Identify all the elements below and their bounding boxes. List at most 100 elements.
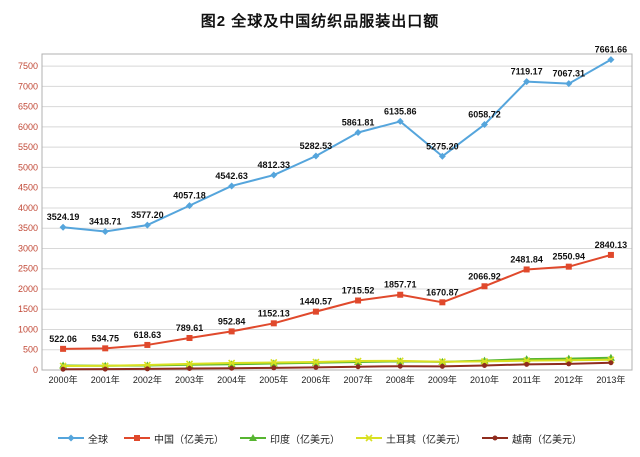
legend-label-global: 全球 xyxy=(88,434,108,446)
series-vietnam-line xyxy=(63,361,611,371)
legend-label-vietnam: 越南（亿美元） xyxy=(512,434,582,446)
y-axis-tick-label: 3500 xyxy=(18,223,38,233)
series-marker xyxy=(565,263,572,270)
series-marker xyxy=(523,266,530,273)
y-axis-tick-label: 6000 xyxy=(18,122,38,132)
series-marker xyxy=(228,359,236,367)
series-marker xyxy=(271,365,277,371)
series-marker xyxy=(566,361,572,367)
series-global-data-label: 7119.17 xyxy=(511,67,543,77)
legend-item-global: 全球 xyxy=(58,431,108,446)
series-marker xyxy=(249,434,257,441)
series-marker xyxy=(312,152,320,160)
series-marker xyxy=(354,357,362,365)
series-marker xyxy=(270,358,278,367)
series-global-line xyxy=(62,58,612,233)
series-marker xyxy=(186,335,193,342)
x-axis-tick-label: 2004年 xyxy=(217,374,246,385)
series-china-data-label: 2481.84 xyxy=(510,254,543,264)
series-global-data-label: 3524.19 xyxy=(47,212,80,222)
series-global-data-label: 7661.66 xyxy=(595,45,628,55)
series-global-data-label: 4812.33 xyxy=(258,160,291,170)
series-turkey-line xyxy=(63,358,611,367)
x-axis-tick-label: 2000年 xyxy=(49,374,78,385)
series-global-data-label: 3418.71 xyxy=(89,216,122,226)
series-marker xyxy=(565,80,573,88)
y-axis-tick-label: 7500 xyxy=(18,61,38,71)
series-marker xyxy=(607,56,615,64)
series-marker xyxy=(480,357,489,365)
legend-item-vietnam: 越南（亿美元） xyxy=(482,431,582,446)
plot-border xyxy=(41,53,633,371)
x-axis-tick-label: 2012年 xyxy=(554,374,583,385)
y-axis-tick-label: 3000 xyxy=(18,243,38,253)
series-marker xyxy=(144,341,151,348)
series-marker xyxy=(355,297,362,304)
series-marker xyxy=(143,361,151,369)
series-global-data-label: 4057.18 xyxy=(173,191,206,201)
series-global-data-label: 5861.81 xyxy=(342,118,375,128)
series-marker xyxy=(134,435,140,441)
y-axis-tick-label: 500 xyxy=(23,345,38,355)
x-axis-tick-label: 2003年 xyxy=(175,374,204,385)
y-axis-tick-label: 4500 xyxy=(18,183,38,193)
series-marker xyxy=(439,299,446,306)
x-axis-tick-label: 2001年 xyxy=(91,374,120,385)
series-marker xyxy=(396,357,404,365)
series-marker xyxy=(355,364,361,370)
legend-item-india: 印度（亿美元） xyxy=(240,431,340,446)
legend-label-china: 中国（亿美元） xyxy=(154,434,224,446)
series-marker xyxy=(102,366,108,372)
series-marker xyxy=(101,227,109,235)
series-china-data-label: 952.84 xyxy=(218,316,246,326)
series-marker xyxy=(492,435,498,441)
series-marker xyxy=(438,358,446,366)
series-marker xyxy=(565,356,573,364)
series-marker xyxy=(354,129,362,137)
y-axis-tick-label: 6500 xyxy=(18,102,38,112)
series-china-data-label: 2840.13 xyxy=(595,240,628,250)
series-marker xyxy=(60,366,66,372)
series-china-data-label: 1440.57 xyxy=(300,297,333,307)
series-china-data-label: 1670.87 xyxy=(426,287,459,297)
series-global-data-label: 3577.20 xyxy=(131,210,164,220)
series-marker xyxy=(365,434,373,442)
series-marker xyxy=(312,308,319,315)
chart-legend: 全球 中国（亿美元） 印度（亿美元） 土耳其（亿美元） 越南（亿美元） xyxy=(0,419,640,457)
y-axis-tick-label: 7000 xyxy=(18,81,38,91)
line-chart-plot: 0 500 1000 1500 2000 2500 3000 3500 4000 4500 5000… xyxy=(18,45,633,385)
legend-marker-global-icon xyxy=(58,434,84,442)
legend-marker-vietnam-icon xyxy=(482,435,508,441)
series-marker xyxy=(229,365,235,371)
series-marker xyxy=(270,320,277,327)
series-marker xyxy=(397,363,403,369)
legend-item-turkey: 土耳其（亿美元） xyxy=(356,431,466,446)
series-marker xyxy=(67,434,75,442)
x-axis-tick-label: 2002年 xyxy=(133,374,162,385)
series-marker xyxy=(438,152,446,160)
series-china-data-label: 1152.13 xyxy=(258,308,290,318)
series-marker xyxy=(523,78,531,86)
series-marker xyxy=(607,251,614,258)
series-marker xyxy=(144,366,150,372)
y-axis-tick-label: 1500 xyxy=(18,304,38,314)
series-marker xyxy=(524,361,530,367)
series-china-data-label: 1715.52 xyxy=(342,285,375,295)
x-axis-tick-label: 2006年 xyxy=(301,374,330,385)
series-marker xyxy=(102,345,109,352)
legend-marker-turkey-icon xyxy=(356,434,382,442)
series-marker xyxy=(482,362,487,368)
legend-marker-china-icon xyxy=(124,435,150,441)
series-global-data-label: 5275.20 xyxy=(426,141,459,151)
series-global-data-label: 4542.63 xyxy=(215,171,248,181)
series-china-data-label: 618.63 xyxy=(134,330,162,340)
series-china-data-label: 2550.94 xyxy=(553,252,586,262)
x-axis-tick-label: 2013年 xyxy=(596,374,625,385)
x-axis-tick-label: 2010年 xyxy=(470,374,499,385)
legend-marker-india-icon xyxy=(240,434,266,441)
series-marker xyxy=(186,202,193,210)
legend-item-china: 中国（亿美元） xyxy=(124,431,224,446)
series-marker xyxy=(313,364,319,370)
series-marker xyxy=(60,345,67,352)
